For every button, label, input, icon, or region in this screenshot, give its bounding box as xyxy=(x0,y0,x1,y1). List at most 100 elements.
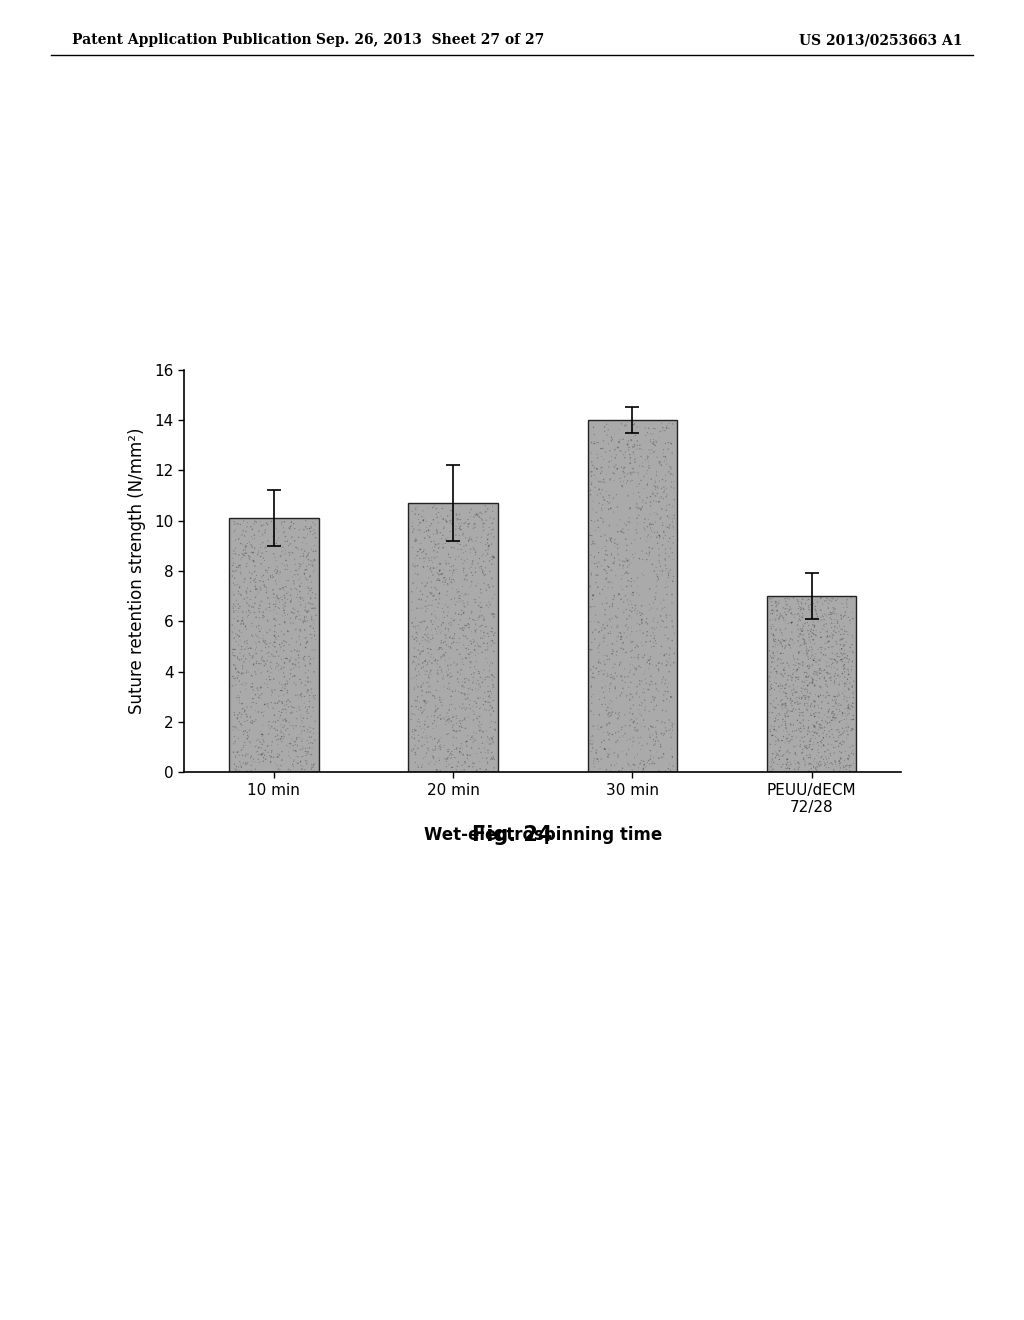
Point xyxy=(808,603,824,624)
Point xyxy=(626,458,642,479)
Point xyxy=(299,751,315,772)
Point xyxy=(459,697,475,718)
Point xyxy=(246,550,262,572)
Point xyxy=(286,570,302,591)
Point xyxy=(778,696,795,717)
Point xyxy=(798,737,814,758)
Point xyxy=(225,544,242,565)
Point xyxy=(599,649,615,671)
Point xyxy=(804,622,820,643)
Point xyxy=(243,755,259,776)
Point xyxy=(465,701,481,722)
Point xyxy=(768,721,784,742)
Point xyxy=(650,747,667,768)
Point xyxy=(440,544,457,565)
Point xyxy=(228,560,245,581)
Point xyxy=(790,659,806,680)
Point xyxy=(593,556,609,577)
Point xyxy=(305,561,322,582)
Point xyxy=(625,458,641,479)
Point xyxy=(239,517,255,539)
Point xyxy=(465,515,481,536)
Point xyxy=(596,660,612,681)
Point xyxy=(483,664,500,685)
Point xyxy=(278,711,294,733)
Point xyxy=(822,607,839,628)
Point xyxy=(587,619,603,640)
Point xyxy=(638,697,654,718)
Point xyxy=(655,747,672,768)
Point xyxy=(664,611,680,632)
Point xyxy=(472,751,488,772)
Point xyxy=(827,631,844,652)
Point xyxy=(844,652,860,673)
Point xyxy=(806,690,822,711)
Point xyxy=(234,656,251,677)
Point xyxy=(299,545,315,566)
Point xyxy=(231,711,248,733)
Point xyxy=(613,569,630,590)
Point xyxy=(799,667,815,688)
Point xyxy=(406,739,422,760)
Point xyxy=(647,717,664,738)
Point xyxy=(270,626,287,647)
Point xyxy=(230,557,247,578)
Point xyxy=(414,543,430,564)
Point xyxy=(450,539,466,560)
Point xyxy=(845,709,861,730)
Point xyxy=(240,606,256,627)
Point xyxy=(259,746,275,767)
Point xyxy=(801,689,817,710)
Point xyxy=(836,758,852,779)
Point xyxy=(827,590,844,611)
Point xyxy=(246,597,262,618)
Point xyxy=(827,668,844,689)
Point xyxy=(461,669,477,690)
Point xyxy=(785,661,802,682)
Point xyxy=(449,632,465,653)
Point xyxy=(419,727,435,748)
Point xyxy=(795,710,811,731)
Point xyxy=(429,760,445,781)
Point xyxy=(807,692,823,713)
Point xyxy=(610,543,627,564)
Point xyxy=(630,512,646,533)
Point xyxy=(276,585,293,606)
Point xyxy=(421,664,437,685)
Point xyxy=(633,727,649,748)
Point xyxy=(603,544,620,565)
Point xyxy=(644,433,660,454)
Point xyxy=(456,560,472,581)
Point xyxy=(417,690,433,711)
Point xyxy=(788,681,805,702)
Point xyxy=(766,652,782,673)
Point xyxy=(471,711,487,733)
Point xyxy=(585,622,601,643)
Point xyxy=(837,685,853,706)
Point xyxy=(239,632,255,653)
Point xyxy=(774,693,791,714)
Point xyxy=(294,759,310,780)
Point xyxy=(806,696,822,717)
Point xyxy=(254,591,270,612)
Point xyxy=(653,723,670,744)
Point xyxy=(421,754,437,775)
Point xyxy=(609,708,626,729)
Point xyxy=(412,611,428,632)
Point xyxy=(796,632,812,653)
Point xyxy=(609,521,626,543)
Point xyxy=(484,653,501,675)
Point xyxy=(236,511,252,532)
Point xyxy=(226,609,243,630)
Point xyxy=(449,508,465,529)
Point xyxy=(662,515,678,536)
Point xyxy=(598,413,614,434)
Point xyxy=(292,576,308,597)
Point xyxy=(773,605,790,626)
Point xyxy=(790,619,806,640)
Point xyxy=(283,702,299,723)
Point xyxy=(305,541,322,562)
Point xyxy=(476,565,493,586)
Point xyxy=(477,690,494,711)
Point xyxy=(477,640,494,661)
